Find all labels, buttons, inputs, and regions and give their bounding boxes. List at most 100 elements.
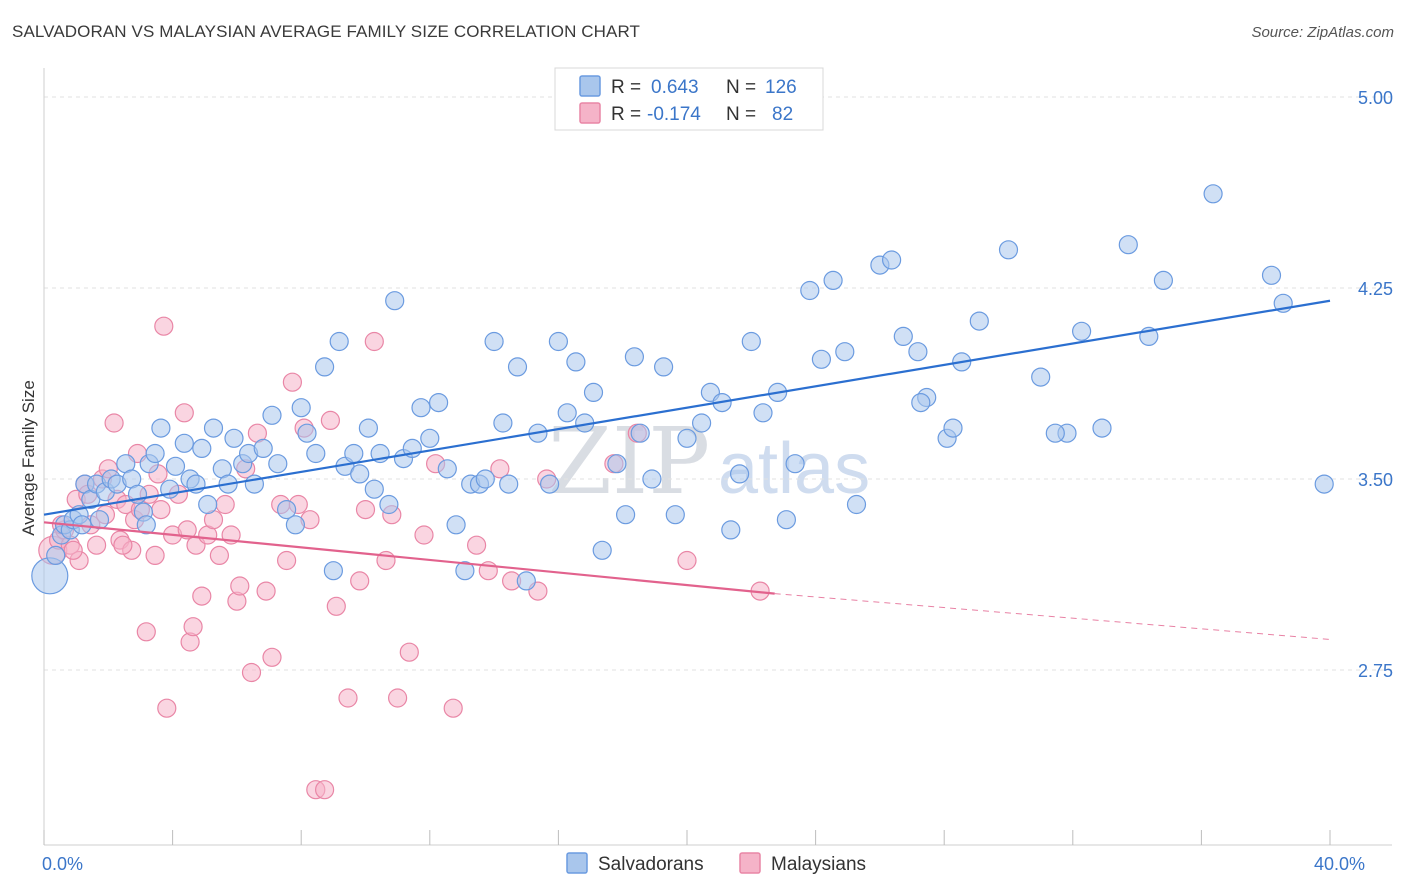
salvadoran-point [224, 428, 244, 448]
malaysian-point [315, 780, 335, 800]
malaysian-point [113, 535, 133, 555]
salvadoran-point [1092, 418, 1112, 438]
salvadoran-point [297, 423, 317, 443]
salvadoran-point [753, 403, 773, 423]
malaysian-point [388, 688, 408, 708]
salvadoran-point [411, 398, 431, 418]
malaysian-point [136, 622, 156, 642]
salvadoran-point [1203, 184, 1223, 204]
malaysian-point [145, 545, 165, 566]
salvadoran-point [998, 240, 1019, 260]
malaysian-point [414, 525, 434, 545]
salvadoran-point [823, 270, 843, 290]
salvadoran-point [455, 561, 475, 581]
salvadoran-point [344, 443, 364, 464]
watermark-zip: ZIP [548, 408, 710, 515]
salvadoran-point [277, 500, 297, 520]
salvadoran-point [566, 352, 586, 372]
malaysian-point [63, 540, 83, 560]
malaysian-point [282, 372, 302, 392]
salvadoran-point [493, 413, 513, 433]
salvadoran-point [1031, 367, 1051, 387]
salvadoran-point [198, 494, 218, 515]
source-credit: Source: ZipAtlas.com [1251, 24, 1394, 41]
salvadoran-point [329, 331, 349, 352]
salvadoran-point [262, 405, 282, 425]
salvadoran-point [1314, 474, 1334, 494]
legend-n-value-2: 82 [772, 104, 793, 125]
salvadoran-point [1045, 423, 1065, 443]
malaysian-point [86, 535, 107, 555]
salvadoran-point [557, 403, 577, 423]
salvadoran-point [642, 469, 662, 489]
salvadoran-point [516, 571, 536, 591]
salvadoran-point [908, 342, 928, 362]
salvadoran-point [721, 520, 741, 540]
salvadoran-point [315, 357, 335, 377]
salvadoran-point [475, 469, 495, 489]
salvadoran-point [379, 494, 399, 515]
salvadoran-point [31, 557, 69, 595]
legend-r-label-2: R = [611, 104, 641, 125]
series-legend: Salvadorans Malaysians [566, 852, 866, 875]
salvadoran-point [539, 474, 560, 494]
legend-swatch-salvadorans [579, 75, 601, 97]
salvadoran-point [811, 349, 832, 369]
legend-r-value-1: 0.643 [651, 77, 699, 98]
salvadoran-point [630, 423, 650, 443]
salvadoran-point [615, 505, 636, 525]
x-tick-label-max: 40.0% [1314, 854, 1365, 874]
malaysian-point [154, 316, 174, 336]
stats-legend: R = 0.643 N = 126 R = -0.174 N = 82 [554, 67, 824, 131]
malaysians-trend-extension [774, 593, 1331, 640]
axes [43, 68, 1392, 846]
trend-lines [43, 299, 1331, 640]
legend-n-label-2: N = [726, 104, 756, 125]
salvadoran-point [499, 474, 519, 494]
y-tick-labels: 2.75 3.50 4.25 5.00 [1358, 88, 1393, 681]
y-tick-label-2.75: 2.75 [1358, 661, 1393, 681]
malaysian-point [350, 571, 370, 591]
salvadoran-point [192, 438, 212, 458]
salvadoran-point [800, 280, 820, 301]
salvadoran-point [881, 250, 902, 270]
salvadoran-point [306, 443, 326, 464]
salvadoran-point [583, 382, 604, 402]
salvadoran-point [358, 418, 378, 438]
salvadoran-point [1118, 235, 1138, 255]
salvadoran-point [253, 438, 273, 458]
y-tick-label-3.5: 3.50 [1358, 470, 1393, 490]
legend-r-value-2: -0.174 [647, 104, 701, 125]
salvadoran-point [429, 393, 449, 413]
salvadoran-point [385, 291, 405, 311]
salvadoran-point [285, 515, 305, 535]
malaysian-point [364, 331, 384, 352]
malaysians-trend-line [43, 521, 775, 595]
salvadoran-point [484, 331, 504, 352]
salvadoran-point [665, 505, 685, 525]
salvadoran-point [893, 326, 913, 346]
malaysians-points [38, 316, 770, 800]
legend-n-label-1: N = [726, 77, 756, 98]
series-legend-label-salvadorans: Salvadorans [598, 854, 704, 875]
salvadoran-point [729, 464, 750, 484]
malaysian-point [230, 576, 250, 596]
salvadoran-point [507, 357, 528, 377]
salvadoran-point [653, 357, 674, 377]
salvadoran-point [741, 331, 761, 352]
salvadoran-point [911, 393, 931, 413]
salvadoran-point [46, 545, 66, 566]
malaysian-point [262, 647, 282, 667]
malaysian-point [215, 494, 235, 515]
salvadoran-point [437, 459, 457, 479]
salvadoran-point [846, 494, 867, 515]
salvadoran-point [203, 418, 224, 438]
malaysian-point [326, 596, 346, 616]
salvadorans-points [31, 184, 1334, 595]
malaysian-point [355, 500, 376, 520]
malaysian-point [320, 410, 340, 430]
salvadoran-point [174, 433, 194, 453]
chart-title: SALVADORAN VS MALAYSIAN AVERAGE FAMILY S… [12, 22, 641, 41]
malaysian-point [177, 520, 197, 540]
